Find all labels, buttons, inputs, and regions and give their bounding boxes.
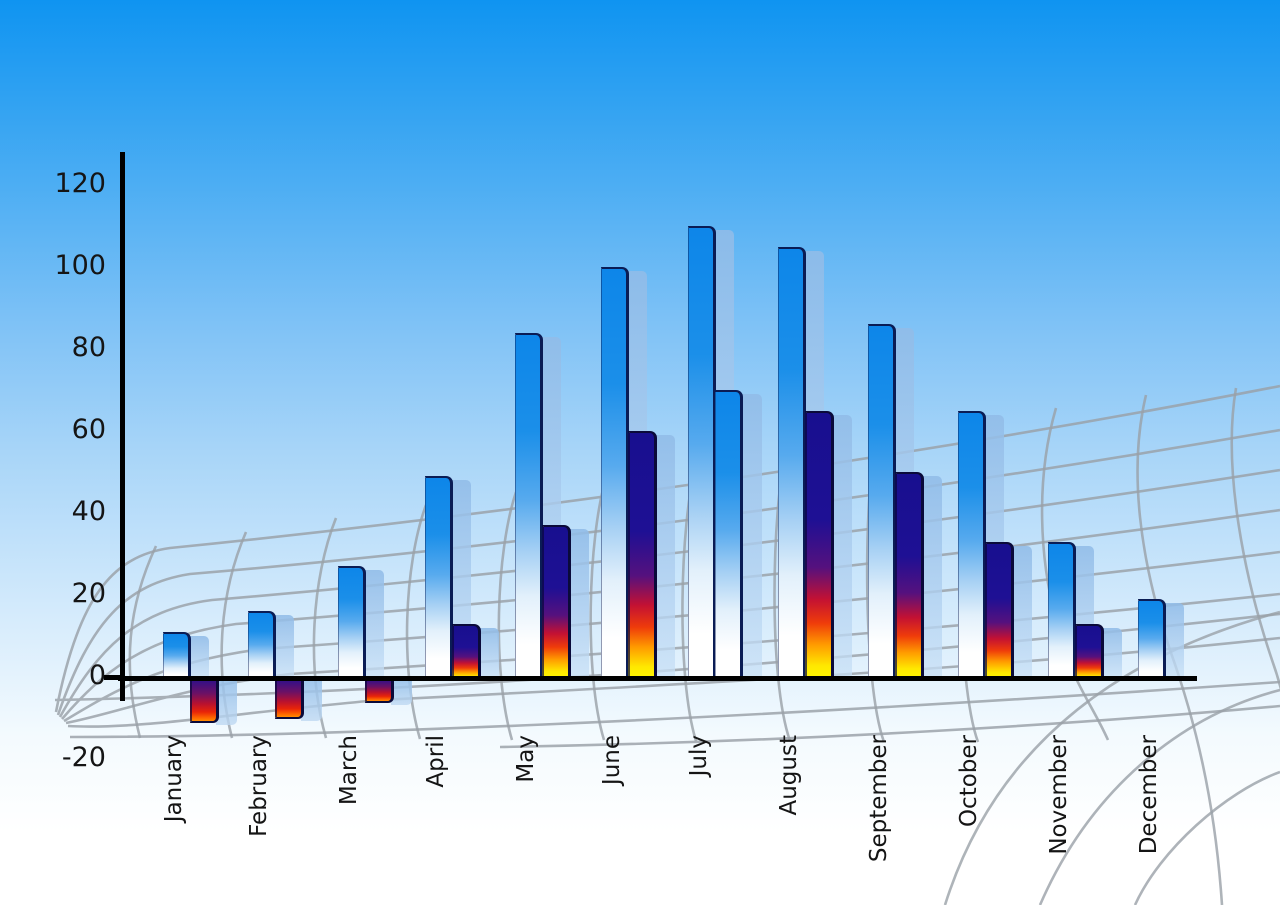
echo-second-september — [921, 476, 942, 677]
y-tick-100: 100 — [54, 250, 106, 281]
x-label-march: March — [336, 735, 362, 806]
bar-second-january — [190, 680, 219, 723]
bar-blue-february — [248, 611, 276, 679]
bar-second-march — [365, 680, 394, 703]
echo-second-may — [568, 529, 589, 677]
echo-second-april — [478, 627, 499, 677]
echo-second-july — [741, 394, 762, 677]
echo-blue-january — [188, 635, 209, 677]
bar-second-november — [1075, 623, 1104, 679]
y-tick-80: 80 — [71, 332, 106, 363]
x-label-february: February — [246, 735, 272, 837]
x-label-december: December — [1136, 735, 1162, 855]
x-axis-baseline — [118, 676, 1197, 681]
grid-corner-arcs — [943, 610, 1280, 905]
bar-blue-december — [1138, 599, 1166, 679]
bar-blue-august — [778, 246, 806, 679]
x-label-september: September — [866, 735, 892, 863]
bar-blue-march — [338, 566, 366, 679]
echo-blue-december — [1163, 603, 1184, 677]
y-tick-120: 120 — [54, 168, 106, 199]
echo-blue-march — [363, 570, 384, 677]
y-tick--20: -20 — [61, 742, 106, 773]
bar-second-october — [985, 541, 1014, 679]
y-axis-line — [120, 152, 125, 701]
x-label-january: January — [161, 735, 187, 823]
x-label-june: June — [599, 735, 625, 786]
x-label-october: October — [956, 735, 982, 828]
x-label-july: July — [686, 735, 712, 777]
bar-second-february — [275, 680, 304, 719]
bar-second-august — [805, 410, 834, 679]
bar-blue-june — [601, 267, 629, 679]
echo-second-february — [301, 681, 322, 721]
bar-second-july — [715, 390, 743, 679]
echo-second-august — [831, 414, 852, 677]
x-label-november: November — [1046, 735, 1072, 855]
bar-second-june — [628, 431, 657, 679]
bar-blue-november — [1048, 541, 1076, 679]
bar-blue-september — [868, 324, 896, 679]
echo-blue-february — [273, 615, 294, 677]
echo-second-october — [1011, 545, 1032, 677]
x-label-may: May — [513, 735, 539, 783]
bar-blue-january — [163, 631, 191, 679]
bar-blue-may — [515, 332, 543, 679]
y-tick-40: 40 — [71, 496, 106, 527]
x-label-april: April — [423, 735, 449, 788]
zero-tick-mark — [104, 675, 120, 680]
bar-blue-july — [688, 226, 716, 679]
echo-second-march — [391, 681, 412, 705]
x-label-august: August — [776, 735, 802, 816]
echo-second-january — [216, 681, 237, 725]
bar-blue-april — [425, 476, 453, 679]
y-tick-60: 60 — [71, 414, 106, 445]
bar-second-may — [542, 525, 571, 679]
bar-blue-october — [958, 410, 986, 679]
echo-second-november — [1101, 627, 1122, 677]
y-tick-0: 0 — [88, 660, 106, 691]
bar-second-september — [895, 472, 924, 679]
y-tick-20: 20 — [71, 578, 106, 609]
bar-second-april — [452, 623, 481, 679]
echo-second-june — [654, 435, 675, 677]
